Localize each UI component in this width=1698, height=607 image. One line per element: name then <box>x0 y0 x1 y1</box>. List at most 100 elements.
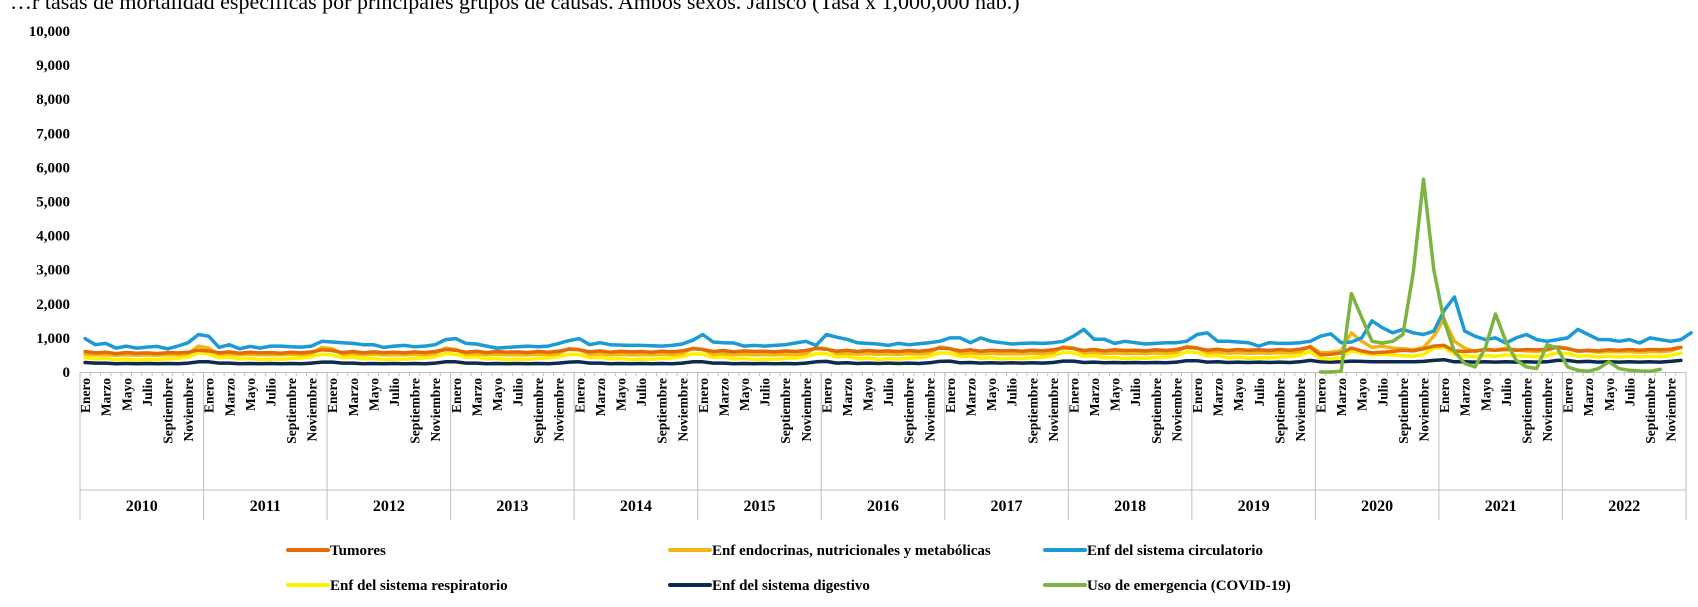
legend-label: Enf del sistema respiratorio <box>330 578 508 594</box>
series-line <box>83 345 1683 362</box>
x-month-label: Mayo <box>613 378 628 411</box>
x-month-label: Marzo <box>222 378 237 416</box>
x-month-label: Enero <box>572 378 587 413</box>
x-month-label: Noviembre <box>181 378 196 442</box>
series-line <box>83 343 1683 357</box>
x-month-label: Noviembre <box>1540 378 1555 442</box>
x-month-label: Enero <box>696 378 711 413</box>
series-line <box>1318 177 1663 374</box>
y-tick-label: 9,000 <box>36 58 70 74</box>
x-month-label: Enero <box>1066 378 1081 413</box>
x-month-label: Marzo <box>593 378 608 416</box>
x-month-label: Septiembre <box>1519 378 1534 444</box>
x-year-label: 2018 <box>1114 498 1146 515</box>
x-month-label: Mayo <box>737 378 752 411</box>
y-axis: 0 1,000 2,000 3,000 4,000 5,000 6,000 7,000 8,00… <box>29 24 70 381</box>
x-month-label: Julio <box>387 378 402 407</box>
x-month-label: Julio <box>881 378 896 407</box>
x-month-label: Julio <box>1252 378 1267 407</box>
x-month-label: Mayo <box>366 378 381 411</box>
x-month-label: Julio <box>140 378 155 407</box>
x-year-label: 2020 <box>1361 498 1393 515</box>
x-month-label: Noviembre <box>1293 378 1308 442</box>
x-year-label: 2021 <box>1485 498 1517 515</box>
x-year-label: 2015 <box>743 498 775 515</box>
x-month-label: Septiembre <box>408 378 423 444</box>
x-month-label: Marzo <box>1334 378 1349 416</box>
x-month-label: Mayo <box>243 378 258 411</box>
x-month-label: Marzo <box>346 378 361 416</box>
x-month-label: Marzo <box>1211 378 1226 416</box>
x-month-label: Marzo <box>840 378 855 416</box>
x-year-label: 2014 <box>620 498 652 515</box>
x-month-label: Septiembre <box>1025 378 1040 444</box>
x-month-label: Julio <box>263 378 278 407</box>
x-year-label: 2022 <box>1608 498 1640 515</box>
x-year-label: 2012 <box>373 498 405 515</box>
x-month-label: Noviembre <box>305 378 320 442</box>
x-month-label: Marzo <box>716 378 731 416</box>
legend: Tumores Enf endocrinas, nutricionales y m… <box>286 543 1291 594</box>
x-month-label: Marzo <box>1458 378 1473 416</box>
x-year-label: 2016 <box>867 498 899 515</box>
x-month-label: Noviembre <box>1416 378 1431 442</box>
x-month-label: Septiembre <box>1396 378 1411 444</box>
x-year-label: 2019 <box>1238 498 1270 515</box>
series-lines <box>83 177 1693 374</box>
x-month-label: Noviembre <box>1664 378 1679 442</box>
legend-label: Enf del sistema digestivo <box>712 578 870 594</box>
y-tick-label: 4,000 <box>36 229 70 245</box>
x-month-label: Mayo <box>1602 378 1617 411</box>
x-month-label: Septiembre <box>1149 378 1164 444</box>
series-line <box>83 357 1683 366</box>
x-month-label: Marzo <box>1581 378 1596 416</box>
x-year-label: 2011 <box>250 498 281 515</box>
x-month-label: Enero <box>1190 378 1205 413</box>
x-month-label: Mayo <box>861 378 876 411</box>
legend-label: Enf del sistema circulatorio <box>1087 543 1263 559</box>
x-month-label: Septiembre <box>655 378 670 444</box>
x-month-label: Noviembre <box>552 378 567 442</box>
legend-label: Uso de emergencia (COVID-19) <box>1087 578 1291 594</box>
x-month-label: Mayo <box>1231 378 1246 411</box>
legend-label: Enf endocrinas, nutricionales y metabóli… <box>712 543 991 559</box>
x-month-label: Noviembre <box>428 378 443 442</box>
legend-label: Tumores <box>330 543 386 559</box>
y-tick-label: 8,000 <box>36 92 70 108</box>
x-month-label: Mayo <box>1478 378 1493 411</box>
y-tick-label: 5,000 <box>36 195 70 211</box>
x-year-label: 2017 <box>991 498 1023 515</box>
x-month-label: Noviembre <box>922 378 937 442</box>
x-month-label: Septiembre <box>778 378 793 444</box>
x-month-label: Septiembre <box>1643 378 1658 444</box>
x-month-label: Noviembre <box>1046 378 1061 442</box>
x-month-label: Mayo <box>1355 378 1370 411</box>
x-month-label: Enero <box>1314 378 1329 413</box>
y-tick-label: 6,000 <box>36 160 70 176</box>
x-month-label: Julio <box>758 378 773 407</box>
y-tick-label: 0 <box>63 365 71 381</box>
x-month-label: Enero <box>202 378 217 413</box>
x-axis: Enero Marzo Mayo Julio Septiembre Noviembre En… <box>78 372 1687 520</box>
x-month-label: Mayo <box>490 378 505 411</box>
x-month-label: Septiembre <box>902 378 917 444</box>
x-month-label: Mayo <box>119 378 134 411</box>
y-tick-label: 2,000 <box>36 297 70 313</box>
y-tick-label: 1,000 <box>36 331 70 347</box>
x-month-label: Septiembre <box>284 378 299 444</box>
x-month-label: Enero <box>449 378 464 413</box>
x-month-label: Mayo <box>984 378 999 411</box>
x-month-label: Enero <box>943 378 958 413</box>
x-year-label: 2013 <box>496 498 528 515</box>
x-month-label: Julio <box>634 378 649 407</box>
x-month-label: Noviembre <box>1169 378 1184 442</box>
x-month-label: Noviembre <box>675 378 690 442</box>
x-month-label: Julio <box>1499 378 1514 407</box>
chart-title: …r tasas de mortalidad específicas por p… <box>10 0 1020 14</box>
x-month-label: Enero <box>819 378 834 413</box>
x-month-label: Julio <box>1128 378 1143 407</box>
x-month-label: Septiembre <box>161 378 176 444</box>
x-month-label: Marzo <box>1087 378 1102 416</box>
